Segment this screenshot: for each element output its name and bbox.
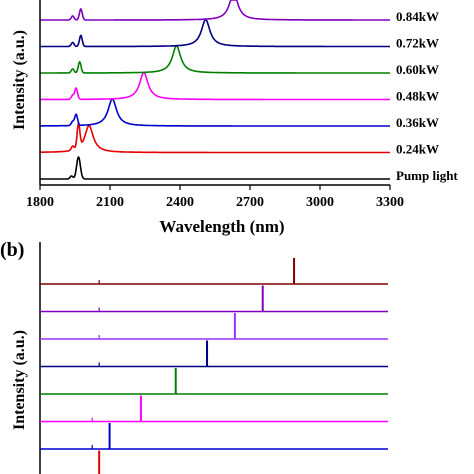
panel-a-series-label: 0.72kW: [396, 36, 439, 51]
panel-a-series-label: 0.36kW: [396, 115, 439, 130]
panel-a-series-line: [40, 156, 390, 180]
panel-a-x-axis-label: Wavelength (nm): [159, 217, 284, 236]
panel-a: Pump light 0.24kW 0.36kW 0.48kW 0.60kW 0.72kW…: [11, 0, 458, 236]
panel-a-series: [40, 0, 390, 180]
panel-b-series: [40, 258, 388, 474]
panel-a-series-line: [40, 121, 390, 154]
panel-a-series-label: 0.84kW: [396, 9, 439, 24]
panel-a-series-line: [40, 18, 390, 48]
panel-a-x-tick-label: 3000: [306, 195, 334, 210]
panel-a-y-axis-label: Intensity (a.u.): [11, 30, 28, 130]
panel-a-x-tick-label: 2100: [96, 195, 124, 210]
panel-b-label: (b): [0, 239, 24, 261]
panel-a-series-label: Pump light: [396, 168, 458, 183]
panel-a-legend: Pump light 0.24kW 0.36kW 0.48kW 0.60kW 0.72kW…: [396, 9, 458, 183]
panel-a-series-label: 0.60kW: [396, 62, 439, 77]
panel-a-series-label: 0.48kW: [396, 89, 439, 104]
panel-a-x-tick-label: 3300: [376, 195, 404, 210]
panel-a-series-label: 0.24kW: [396, 142, 439, 157]
panel-a-series-line: [40, 0, 390, 21]
panel-a-series-line: [40, 71, 390, 101]
panel-b: (b) Intensity (a.u.): [0, 239, 388, 474]
panel-b-y-axis-label: Intensity (a.u.): [11, 330, 28, 430]
panel-a-x-tick-label: 2700: [236, 195, 264, 210]
panel-a-x-ticks: 1800 2100 2400 2700 3000 3300: [26, 185, 404, 210]
panel-a-x-tick-label: 1800: [26, 195, 54, 210]
panel-a-series-line: [40, 45, 390, 74]
panel-a-x-tick-label: 2400: [166, 195, 194, 210]
panel-a-series-line: [40, 98, 390, 127]
